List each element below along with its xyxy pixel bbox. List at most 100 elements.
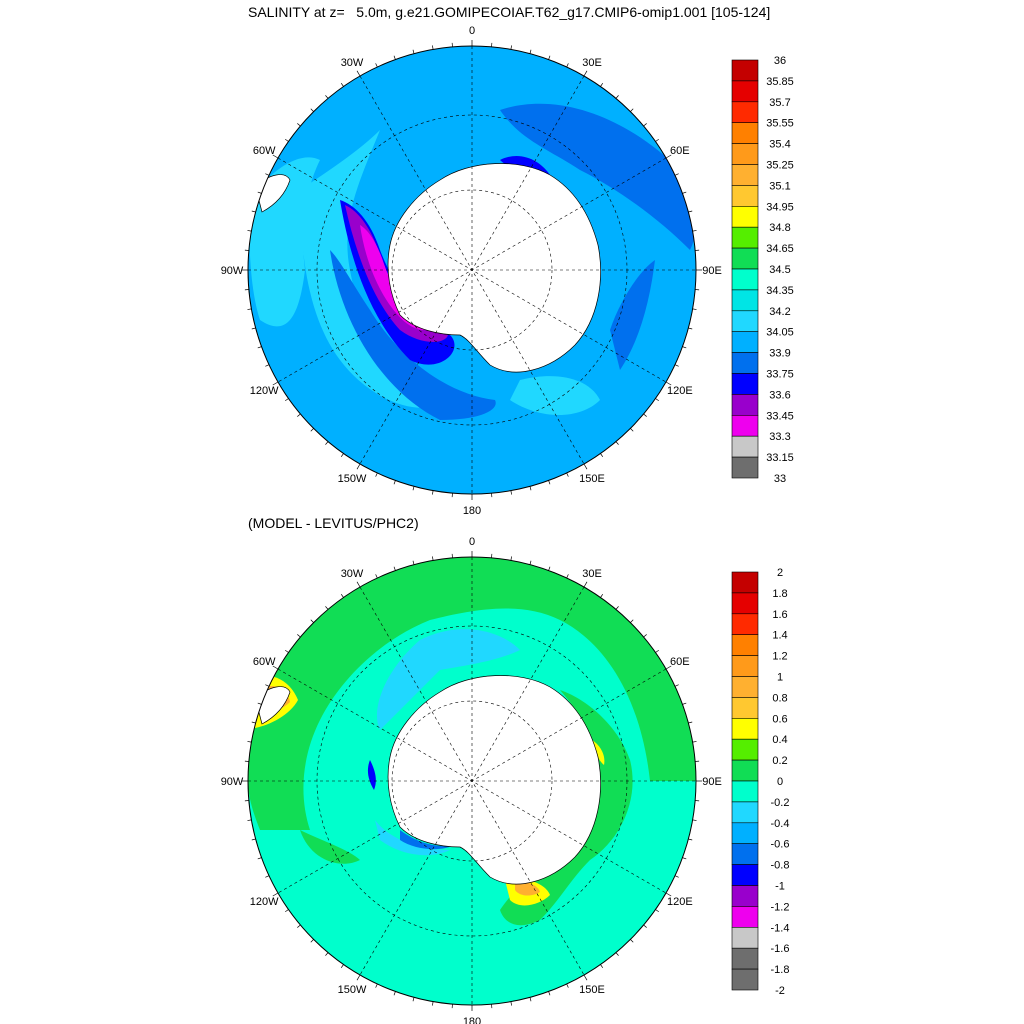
rim-tick (600, 453, 604, 457)
colorbar-box (731, 59, 759, 82)
colorbar-label: 1.8 (772, 588, 787, 600)
colorbar-label: 34.2 (769, 306, 790, 318)
colorbar-label: 0.2 (772, 755, 787, 767)
rim-tick (432, 1001, 434, 1006)
lon-label: 30W (341, 57, 364, 69)
rim-tick (665, 665, 672, 670)
rim-tick (272, 892, 279, 897)
rim-tick (247, 230, 252, 232)
rim-tick (548, 480, 551, 485)
colorbar-label: -1.2 (771, 901, 790, 913)
rim-tick (247, 819, 252, 821)
lon-label: 60E (670, 145, 690, 157)
salinity-region-light-east (510, 376, 600, 415)
rim-tick (375, 472, 378, 477)
rim-tick (529, 486, 532, 491)
colorbar-box (731, 143, 759, 165)
rim-tick (688, 210, 693, 213)
rim-tick (630, 428, 634, 432)
colorbar-box (731, 676, 759, 698)
rim-tick (615, 441, 619, 445)
rim-tick (566, 983, 569, 988)
colorbar-label: 33.45 (766, 410, 794, 422)
rim-tick (257, 702, 262, 705)
colorbar-box (731, 226, 759, 249)
rim-tick (665, 381, 672, 386)
rim-tick (432, 490, 434, 495)
colorbar-label: 35.25 (766, 160, 794, 172)
colorbar-box (731, 268, 759, 291)
rim-tick (340, 964, 344, 968)
colorbar-box (731, 435, 759, 458)
colorbar-box (731, 885, 759, 907)
rim-tick (297, 924, 301, 928)
colorbar-label: 0.4 (772, 734, 787, 746)
colorbar-label: 33.3 (769, 431, 790, 443)
antarctica-land (387, 163, 601, 373)
colorbar-label: -0.6 (771, 839, 790, 851)
colorbar-label: 33.75 (766, 369, 794, 381)
rim-tick (393, 480, 396, 485)
colorbar-label: -2 (775, 985, 785, 997)
colorbar-box (731, 759, 759, 782)
colorbar-label: -0.8 (771, 860, 790, 872)
rim-tick (615, 95, 619, 99)
colorbar-box (731, 289, 759, 312)
colorbar-label: -1.4 (771, 922, 790, 934)
colorbar-box (731, 352, 759, 374)
colorbar-label: 1 (777, 672, 783, 684)
rim-tick (257, 191, 262, 194)
salinity-region-mid-east (500, 103, 696, 250)
colorbar-box (731, 122, 759, 144)
rim-tick (655, 398, 659, 402)
rim-tick (692, 230, 697, 232)
rim-tick (310, 619, 314, 623)
rim-tick (285, 649, 289, 653)
colorbar-box (731, 906, 759, 928)
rim-tick (375, 63, 378, 68)
lon-label: 30E (582, 568, 602, 580)
salinity-region-magenta (360, 225, 430, 330)
difference-region-light (376, 629, 520, 730)
rim-tick (285, 398, 289, 402)
salinity-colorbar: 36 35.85 35.7 35.55 35.4 35.25 35.1 34.95 34.8 34… (731, 55, 794, 485)
rim-tick (682, 191, 687, 194)
colorbar-label: 33.9 (769, 348, 790, 360)
rim-tick (356, 581, 361, 588)
colorbar-box (731, 822, 759, 844)
salinity-map-grid (248, 46, 696, 494)
rim-tick (325, 606, 329, 610)
rim-tick (272, 381, 279, 386)
rim-tick (310, 939, 314, 943)
rim-tick (412, 486, 415, 491)
salinity-map-ticks (242, 40, 702, 500)
colorbar-box (731, 843, 759, 865)
rim-tick (529, 560, 532, 565)
colorbar-box (731, 801, 759, 824)
rim-tick (297, 123, 301, 127)
colorbar-box (731, 864, 759, 886)
colorbar-box (731, 634, 759, 656)
colorbar-box (731, 80, 759, 103)
lon-label: 60W (253, 145, 276, 157)
colorbar-label: 35.7 (769, 97, 790, 109)
rim-tick (356, 70, 361, 77)
rim-tick (265, 173, 270, 176)
colorbar-box (731, 571, 759, 594)
colorbar-box (731, 206, 759, 228)
rim-tick (630, 619, 634, 623)
rim-tick (643, 413, 647, 417)
colorbar-box (731, 926, 759, 949)
difference-colorbar: 2 1.8 1.6 1.4 1.2 1 0.8 0.6 0.4 0.2 0 -0.2 -0.4 -0.6 -… (731, 567, 790, 997)
rim-tick (665, 892, 672, 897)
lon-label: 180 (463, 505, 481, 517)
lon-label: 120W (250, 896, 279, 908)
rim-tick (251, 721, 256, 724)
rim-tick (682, 702, 687, 705)
lon-label: 90E (702, 265, 722, 277)
lon-label: 60E (670, 656, 690, 668)
rim-tick (325, 441, 329, 445)
rim-tick (285, 138, 289, 142)
difference-region-orange-south (515, 881, 540, 896)
colorbar-label: 1.4 (772, 630, 787, 642)
